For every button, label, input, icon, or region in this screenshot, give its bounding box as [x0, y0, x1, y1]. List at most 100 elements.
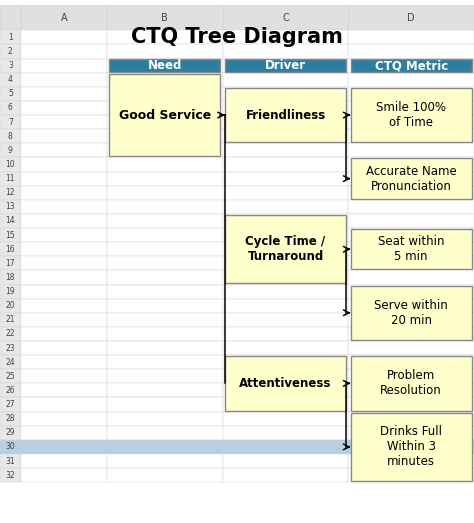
Bar [107, 200, 223, 214]
Bar [21, 285, 107, 299]
Bar [225, 215, 346, 283]
Text: 22: 22 [6, 329, 15, 338]
Bar [223, 440, 348, 454]
Text: 10: 10 [6, 160, 15, 169]
Bar [225, 356, 346, 411]
Text: 30: 30 [6, 442, 15, 451]
Bar [21, 172, 107, 186]
Bar [0, 200, 21, 214]
Text: Cycle Time /
Turnaround: Cycle Time / Turnaround [246, 235, 326, 263]
Bar [348, 87, 474, 101]
Bar [348, 440, 474, 454]
Bar [0, 397, 21, 412]
Bar [0, 468, 21, 482]
Bar [223, 270, 348, 285]
Bar [0, 115, 21, 129]
Text: Driver: Driver [265, 59, 306, 72]
Bar [351, 286, 472, 340]
Bar [225, 88, 346, 142]
Bar [0, 256, 21, 270]
Bar [351, 413, 472, 481]
Text: 18: 18 [6, 273, 15, 282]
Bar [348, 129, 474, 143]
Text: 1: 1 [8, 33, 13, 42]
Text: CTQ Metric: CTQ Metric [374, 59, 448, 72]
Bar [223, 383, 348, 397]
Bar [21, 454, 107, 468]
Text: 4: 4 [8, 75, 13, 84]
Text: 9: 9 [8, 146, 13, 155]
Bar [109, 74, 220, 156]
Bar [348, 256, 474, 270]
Bar [107, 440, 223, 454]
Bar [107, 426, 223, 440]
Bar [223, 355, 348, 369]
Text: 19: 19 [6, 287, 15, 296]
Bar [107, 256, 223, 270]
Text: D: D [407, 13, 415, 23]
Bar [223, 200, 348, 214]
Bar [107, 30, 223, 44]
Bar [223, 115, 348, 129]
Text: 20: 20 [6, 301, 15, 310]
Bar [107, 327, 223, 341]
Bar [21, 5, 107, 30]
Bar [107, 412, 223, 426]
Bar [223, 285, 348, 299]
Bar [223, 256, 348, 270]
Bar [223, 313, 348, 327]
Bar [348, 355, 474, 369]
Text: 16: 16 [6, 245, 15, 254]
Bar [107, 454, 223, 468]
Bar [348, 426, 474, 440]
Bar [0, 214, 21, 228]
Bar [223, 299, 348, 313]
Bar [225, 59, 346, 72]
Bar [21, 30, 107, 44]
Bar [107, 143, 223, 157]
Text: 17: 17 [6, 259, 15, 268]
Bar [348, 454, 474, 468]
Bar [223, 186, 348, 200]
Bar [0, 129, 21, 143]
Bar [107, 44, 223, 59]
Bar [21, 73, 107, 87]
Text: 14: 14 [6, 217, 15, 225]
Bar [348, 5, 474, 30]
Bar [107, 101, 223, 115]
Bar [107, 285, 223, 299]
Bar [223, 327, 348, 341]
Text: Good Service: Good Service [118, 109, 211, 121]
Bar [348, 143, 474, 157]
Bar [223, 228, 348, 242]
Bar [107, 383, 223, 397]
Text: 28: 28 [6, 414, 15, 423]
Bar [223, 44, 348, 59]
Bar [348, 115, 474, 129]
Bar [223, 242, 348, 256]
Bar [107, 397, 223, 412]
Bar [21, 157, 107, 172]
Bar [107, 270, 223, 285]
Bar [21, 101, 107, 115]
Bar [348, 186, 474, 200]
Bar [21, 214, 107, 228]
Bar [107, 157, 223, 172]
Bar [223, 5, 348, 30]
Bar [0, 454, 21, 468]
Text: 31: 31 [6, 457, 15, 465]
Bar [21, 200, 107, 214]
Text: Seat within
5 min: Seat within 5 min [378, 235, 445, 263]
Bar [348, 383, 474, 397]
Text: Accurate Name
Pronunciation: Accurate Name Pronunciation [366, 165, 456, 192]
Bar [348, 341, 474, 355]
Bar [107, 115, 223, 129]
Bar [107, 172, 223, 186]
Bar [107, 129, 223, 143]
Bar [21, 468, 107, 482]
Bar [107, 468, 223, 482]
Bar [348, 157, 474, 172]
Bar [223, 454, 348, 468]
Bar [223, 73, 348, 87]
Bar [21, 87, 107, 101]
